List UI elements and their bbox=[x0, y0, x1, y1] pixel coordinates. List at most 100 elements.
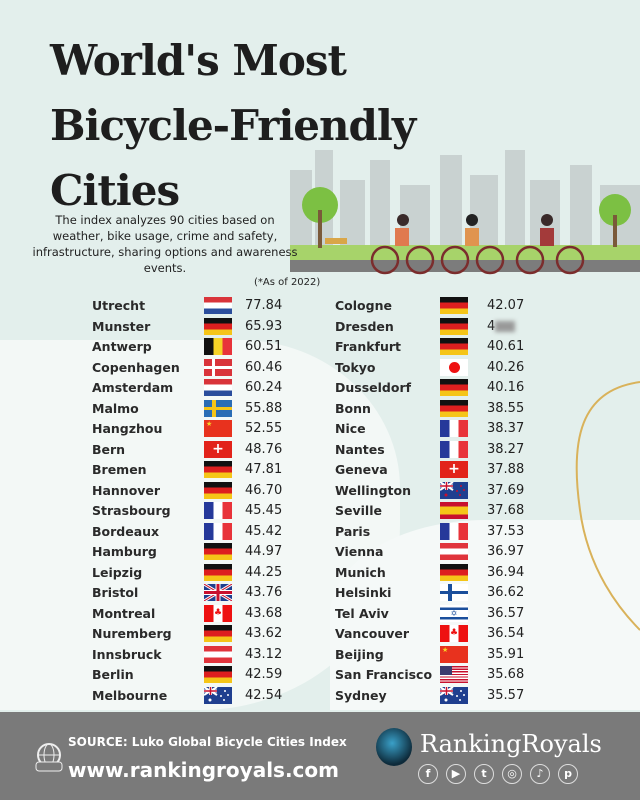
title-line: Bicycle-Friendly bbox=[50, 101, 416, 150]
table-row: Melbourne 42.54 bbox=[92, 686, 292, 705]
youtube-icon[interactable]: ▶ bbox=[446, 764, 466, 784]
score-value: 38.37 bbox=[487, 421, 525, 436]
score-value: 36.54 bbox=[487, 626, 525, 641]
score-value: 37.69 bbox=[487, 482, 525, 498]
website-link[interactable]: www.rankingroyals.com bbox=[68, 758, 339, 782]
de-flag-icon bbox=[204, 461, 232, 478]
city-name: Vienna bbox=[335, 544, 384, 559]
pinterest-icon[interactable]: p bbox=[558, 764, 578, 784]
bench bbox=[325, 238, 347, 244]
table-row: Montreal ♣ 43.68 bbox=[92, 604, 292, 623]
table-row: Bristol 43.76 bbox=[92, 584, 292, 602]
city-name: Helsinki bbox=[335, 585, 392, 600]
table-row: Malmo 55.88 bbox=[92, 399, 292, 418]
city-name: Antwerp bbox=[92, 339, 152, 354]
score-value: 40.61 bbox=[487, 339, 525, 354]
tiktok-icon[interactable]: ♪ bbox=[530, 764, 550, 784]
table-row: Munich 36.94 bbox=[335, 563, 535, 582]
table-row: Dresden 4 bbox=[335, 317, 535, 336]
city-name: Bordeaux bbox=[92, 523, 160, 539]
de-flag-icon bbox=[204, 625, 232, 642]
table-row: Berlin 42.59 bbox=[92, 666, 292, 684]
bicycles bbox=[370, 245, 585, 275]
city-name: Nantes bbox=[335, 441, 385, 457]
score-value: 43.62 bbox=[245, 626, 283, 641]
city-name: Tokyo bbox=[335, 359, 376, 375]
city-name: Dusseldorf bbox=[335, 380, 412, 395]
score-value: 60.51 bbox=[245, 339, 283, 354]
score-value: 38.55 bbox=[487, 400, 525, 416]
de-flag-icon bbox=[204, 481, 232, 499]
cyclists bbox=[395, 214, 554, 246]
twitter-icon[interactable]: t bbox=[474, 764, 494, 784]
score-value: 35.57 bbox=[487, 687, 525, 703]
de-flag-icon bbox=[440, 317, 468, 335]
city-name: Munich bbox=[335, 564, 386, 580]
table-row: Bremen 47.81 bbox=[92, 461, 292, 479]
footer: SOURCE: Luko Global Bicycle Cities Index… bbox=[0, 712, 640, 800]
score-value: 40.26 bbox=[487, 359, 525, 375]
city-name: Leipzig bbox=[92, 564, 143, 580]
city-name: Vancouver bbox=[335, 626, 410, 641]
at-flag-icon bbox=[204, 645, 232, 663]
de-flag-icon bbox=[440, 379, 468, 396]
score-value: 48.76 bbox=[245, 441, 283, 457]
table-row: Tel Aviv ✡ 36.57 bbox=[335, 604, 535, 623]
tree bbox=[302, 187, 338, 223]
as-of-note: (*As of 2022) bbox=[254, 277, 321, 288]
source-text: SOURCE: Luko Global Bicycle Cities Index bbox=[68, 735, 347, 749]
table-row: Helsinki 36.62 bbox=[335, 584, 535, 602]
fr-flag-icon bbox=[440, 522, 468, 540]
de-flag-icon bbox=[204, 543, 232, 560]
fr-flag-icon bbox=[440, 420, 468, 437]
www-globe-icon bbox=[35, 743, 63, 772]
de-flag-icon bbox=[204, 317, 232, 335]
score-value: 43.76 bbox=[245, 585, 283, 600]
nl-flag-icon bbox=[204, 297, 232, 314]
de-flag-icon bbox=[440, 297, 468, 314]
table-row: Frankfurt 40.61 bbox=[335, 338, 535, 356]
city-name: Hangzhou bbox=[92, 421, 163, 436]
city-name: Hamburg bbox=[92, 544, 157, 559]
de-flag-icon bbox=[440, 563, 468, 581]
instagram-icon[interactable]: ◎ bbox=[502, 764, 522, 784]
score-value: 38.27 bbox=[487, 441, 525, 457]
fi-flag-icon bbox=[440, 584, 468, 601]
table-row: Hangzhou ★ 52.55 bbox=[92, 420, 292, 438]
city-name: Tel Aviv bbox=[335, 605, 389, 621]
us-flag-icon bbox=[440, 666, 468, 683]
table-row: Amsterdam 60.24 bbox=[92, 379, 292, 397]
table-row: Sydney 35.57 bbox=[335, 686, 535, 705]
table-row: Antwerp 60.51 bbox=[92, 338, 292, 356]
city-name: Paris bbox=[335, 523, 371, 539]
score-value: 45.45 bbox=[245, 503, 283, 518]
table-row: Nice 38.37 bbox=[335, 420, 535, 438]
city-name: Bristol bbox=[92, 585, 139, 600]
score-value: 42.59 bbox=[245, 667, 283, 682]
score-value: 44.25 bbox=[245, 564, 283, 580]
city-name: Cologne bbox=[335, 298, 392, 313]
table-row: Copenhagen 60.46 bbox=[92, 358, 292, 377]
cycling-illustration bbox=[290, 150, 640, 275]
score-value: 46.70 bbox=[245, 482, 283, 498]
cn-flag-icon: ★ bbox=[440, 645, 468, 663]
de-flag-icon bbox=[204, 563, 232, 581]
score-value: 55.88 bbox=[245, 400, 283, 416]
title-line: World's Most bbox=[50, 36, 347, 85]
score-value: 42.07 bbox=[487, 298, 525, 313]
score-value: 43.68 bbox=[245, 605, 283, 621]
decorative-gold-line bbox=[575, 381, 640, 631]
city-name: Hannover bbox=[92, 482, 161, 498]
table-row: Seville 37.68 bbox=[335, 502, 535, 520]
background-shape bbox=[330, 520, 640, 710]
city-name: Frankfurt bbox=[335, 339, 402, 354]
city-name: Beijing bbox=[335, 646, 384, 662]
city-name: San Francisco bbox=[335, 667, 433, 682]
de-flag-icon bbox=[440, 399, 468, 417]
score-value: 52.55 bbox=[245, 421, 283, 436]
table-row: Utrecht 77.84 bbox=[92, 297, 292, 315]
score-value: 37.88 bbox=[487, 462, 525, 477]
facebook-icon[interactable]: f bbox=[418, 764, 438, 784]
jp-flag-icon bbox=[440, 358, 468, 376]
score-value: 60.24 bbox=[245, 380, 283, 395]
